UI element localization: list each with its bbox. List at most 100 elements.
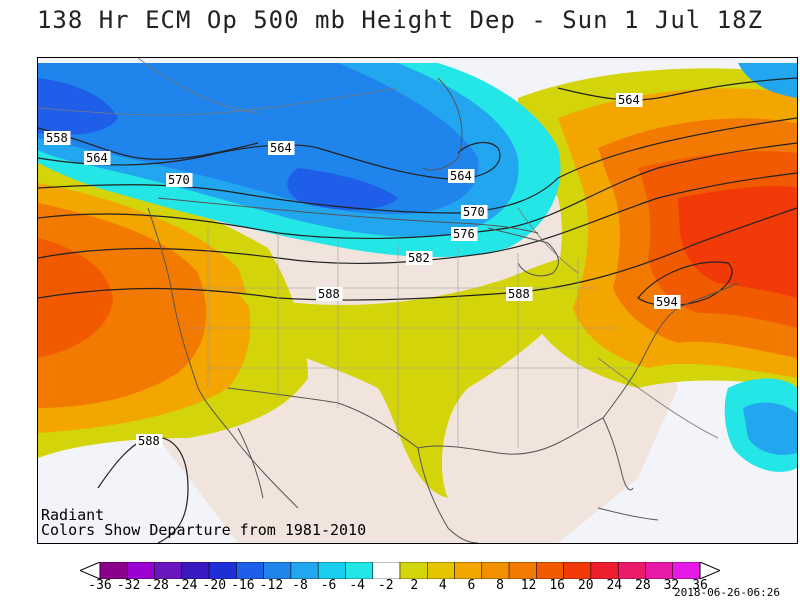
contour-label-bg [448, 169, 475, 183]
gulf-coast [417, 417, 604, 455]
colorbar-tick-label: -36 [88, 578, 112, 593]
west-anomaly-red [38, 238, 113, 358]
colorbar-tick-label: 4 [438, 578, 447, 593]
contour-label-bg [316, 287, 343, 301]
north-anomaly-blue-dark-west [38, 78, 118, 135]
colorbar-tick-label: 32 [663, 578, 680, 593]
colorbar-cell [645, 562, 673, 579]
contour-564-east [557, 77, 797, 101]
florida [602, 417, 634, 491]
map-panel: 558 564 564 564 564 570 570 576 582 588 588 594 588 [37, 57, 798, 544]
contour-label: 594 [656, 295, 678, 309]
contour-582 [38, 172, 797, 265]
colorbar-cell [536, 562, 564, 579]
colorbar-tick-label: 24 [606, 578, 623, 593]
contour-label-bg [654, 295, 681, 309]
colorbar-cell [372, 562, 401, 579]
contour-label-bg [84, 151, 111, 165]
contour-label-bg [136, 434, 163, 448]
contour-label-bg [506, 287, 533, 301]
contour-558 [38, 127, 259, 160]
contour-labels: 558 564 564 564 564 570 570 576 582 588 588 594 588 [44, 93, 681, 448]
colorbar-cell [345, 562, 373, 579]
contour-label-bg [451, 227, 478, 241]
contour-label: 588 [508, 287, 530, 301]
colorbar-cell [263, 562, 292, 579]
colorbar-ticks: -36 -32 -28 -24 -20 -16 -12 -8 -6 -4 -2 2 4 6 8 12 16 20 2… [0, 578, 800, 594]
colorbar-tick-label: -6 [320, 578, 337, 593]
contour-label: 576 [453, 227, 475, 241]
colorbar-cell [563, 562, 592, 579]
colorbar-cell [481, 562, 510, 579]
colorbar-tick-label: -20 [202, 578, 227, 593]
colorbar-cell [672, 562, 701, 579]
colorbar-tick-label: -12 [259, 578, 284, 593]
north-anomaly-blue-dark [287, 168, 398, 210]
colorbar [80, 562, 720, 579]
thin-contours [38, 58, 719, 439]
colorbar-cell [617, 562, 646, 579]
colorbar-cell [154, 562, 183, 579]
colorbar-tick-label: -4 [349, 578, 365, 593]
baja-peninsula [237, 427, 264, 499]
contour-label: 564 [86, 151, 108, 165]
contour-label-bg [616, 93, 643, 107]
colorbar-tick-label: -16 [231, 578, 255, 593]
colorbar-cell [127, 562, 155, 579]
great-lakes-outline [487, 227, 559, 277]
canada-us-border [157, 197, 539, 234]
political-boundaries [147, 77, 739, 543]
colorbar-tick-label: 36 [692, 578, 708, 593]
colorbar-tick-label: 20 [577, 578, 594, 593]
contour-label: 570 [463, 205, 485, 219]
colorbar-tick-label: 28 [635, 578, 651, 593]
colorbar-left-arrow [80, 562, 101, 579]
colorbar-cell [290, 562, 319, 579]
colorbar-cell [208, 562, 237, 579]
colorbar-cell [454, 562, 483, 579]
north-anomaly-blue [38, 63, 479, 215]
east-anomaly-red [678, 186, 797, 298]
contour-label: 582 [408, 251, 430, 265]
colorbar-cell [427, 562, 455, 579]
colorbar-tick-label: 2 [410, 578, 419, 593]
contour-588-north [38, 207, 797, 301]
atlantic-coast [602, 282, 739, 419]
contour-label: 564 [270, 141, 292, 155]
footer-caption: Radiant Colors Show Departure from 1981-… [41, 508, 366, 538]
footer-description: Colors Show Departure from 1981-2010 [41, 521, 367, 539]
contour-label-bg [166, 173, 193, 187]
footer-model-name: Radiant [41, 506, 105, 524]
colorbar-tick-label: -28 [145, 578, 169, 593]
colorbar-cell [508, 562, 537, 579]
contour-label: 570 [168, 173, 190, 187]
colorbar-tick-label: -32 [116, 578, 141, 593]
colorbar-cell [236, 562, 264, 579]
west-coast [147, 207, 299, 509]
colorbar-tick-label: 16 [549, 578, 565, 593]
timestamp: 2018-06-26-06:26 [674, 586, 780, 599]
colorbar-tick-label: -24 [173, 578, 198, 593]
contour-label-bg [44, 131, 71, 145]
height-departure-map: 558 564 564 564 564 570 570 576 582 588 588 594 588 [38, 58, 797, 543]
contour-label: 558 [46, 131, 68, 145]
colorbar-cell [317, 562, 346, 579]
central-yellow-belt [238, 257, 598, 498]
atlantic-cold-spot-core [743, 402, 797, 455]
contour-label: 564 [618, 93, 640, 107]
contour-label: 588 [318, 287, 340, 301]
cuba [597, 507, 659, 521]
contour-label-bg [268, 141, 295, 155]
colorbar-tick-label: -2 [377, 578, 394, 593]
colorbar-tick-label: -8 [292, 578, 308, 593]
colorbar-cell [181, 562, 210, 579]
hudson-bay [422, 77, 463, 171]
contour-label: 588 [138, 434, 160, 448]
colorbar-right-arrow [699, 562, 720, 579]
colorbar-tick-label: 8 [496, 578, 504, 593]
colorbar-cell [399, 562, 428, 579]
colorbar-cell [99, 562, 128, 579]
west-anomaly-orange [38, 203, 207, 408]
chart-title: 138 Hr ECM Op 500 mb Height Dep - Sun 1 … [36, 6, 764, 34]
contour-label-bg [406, 251, 433, 265]
